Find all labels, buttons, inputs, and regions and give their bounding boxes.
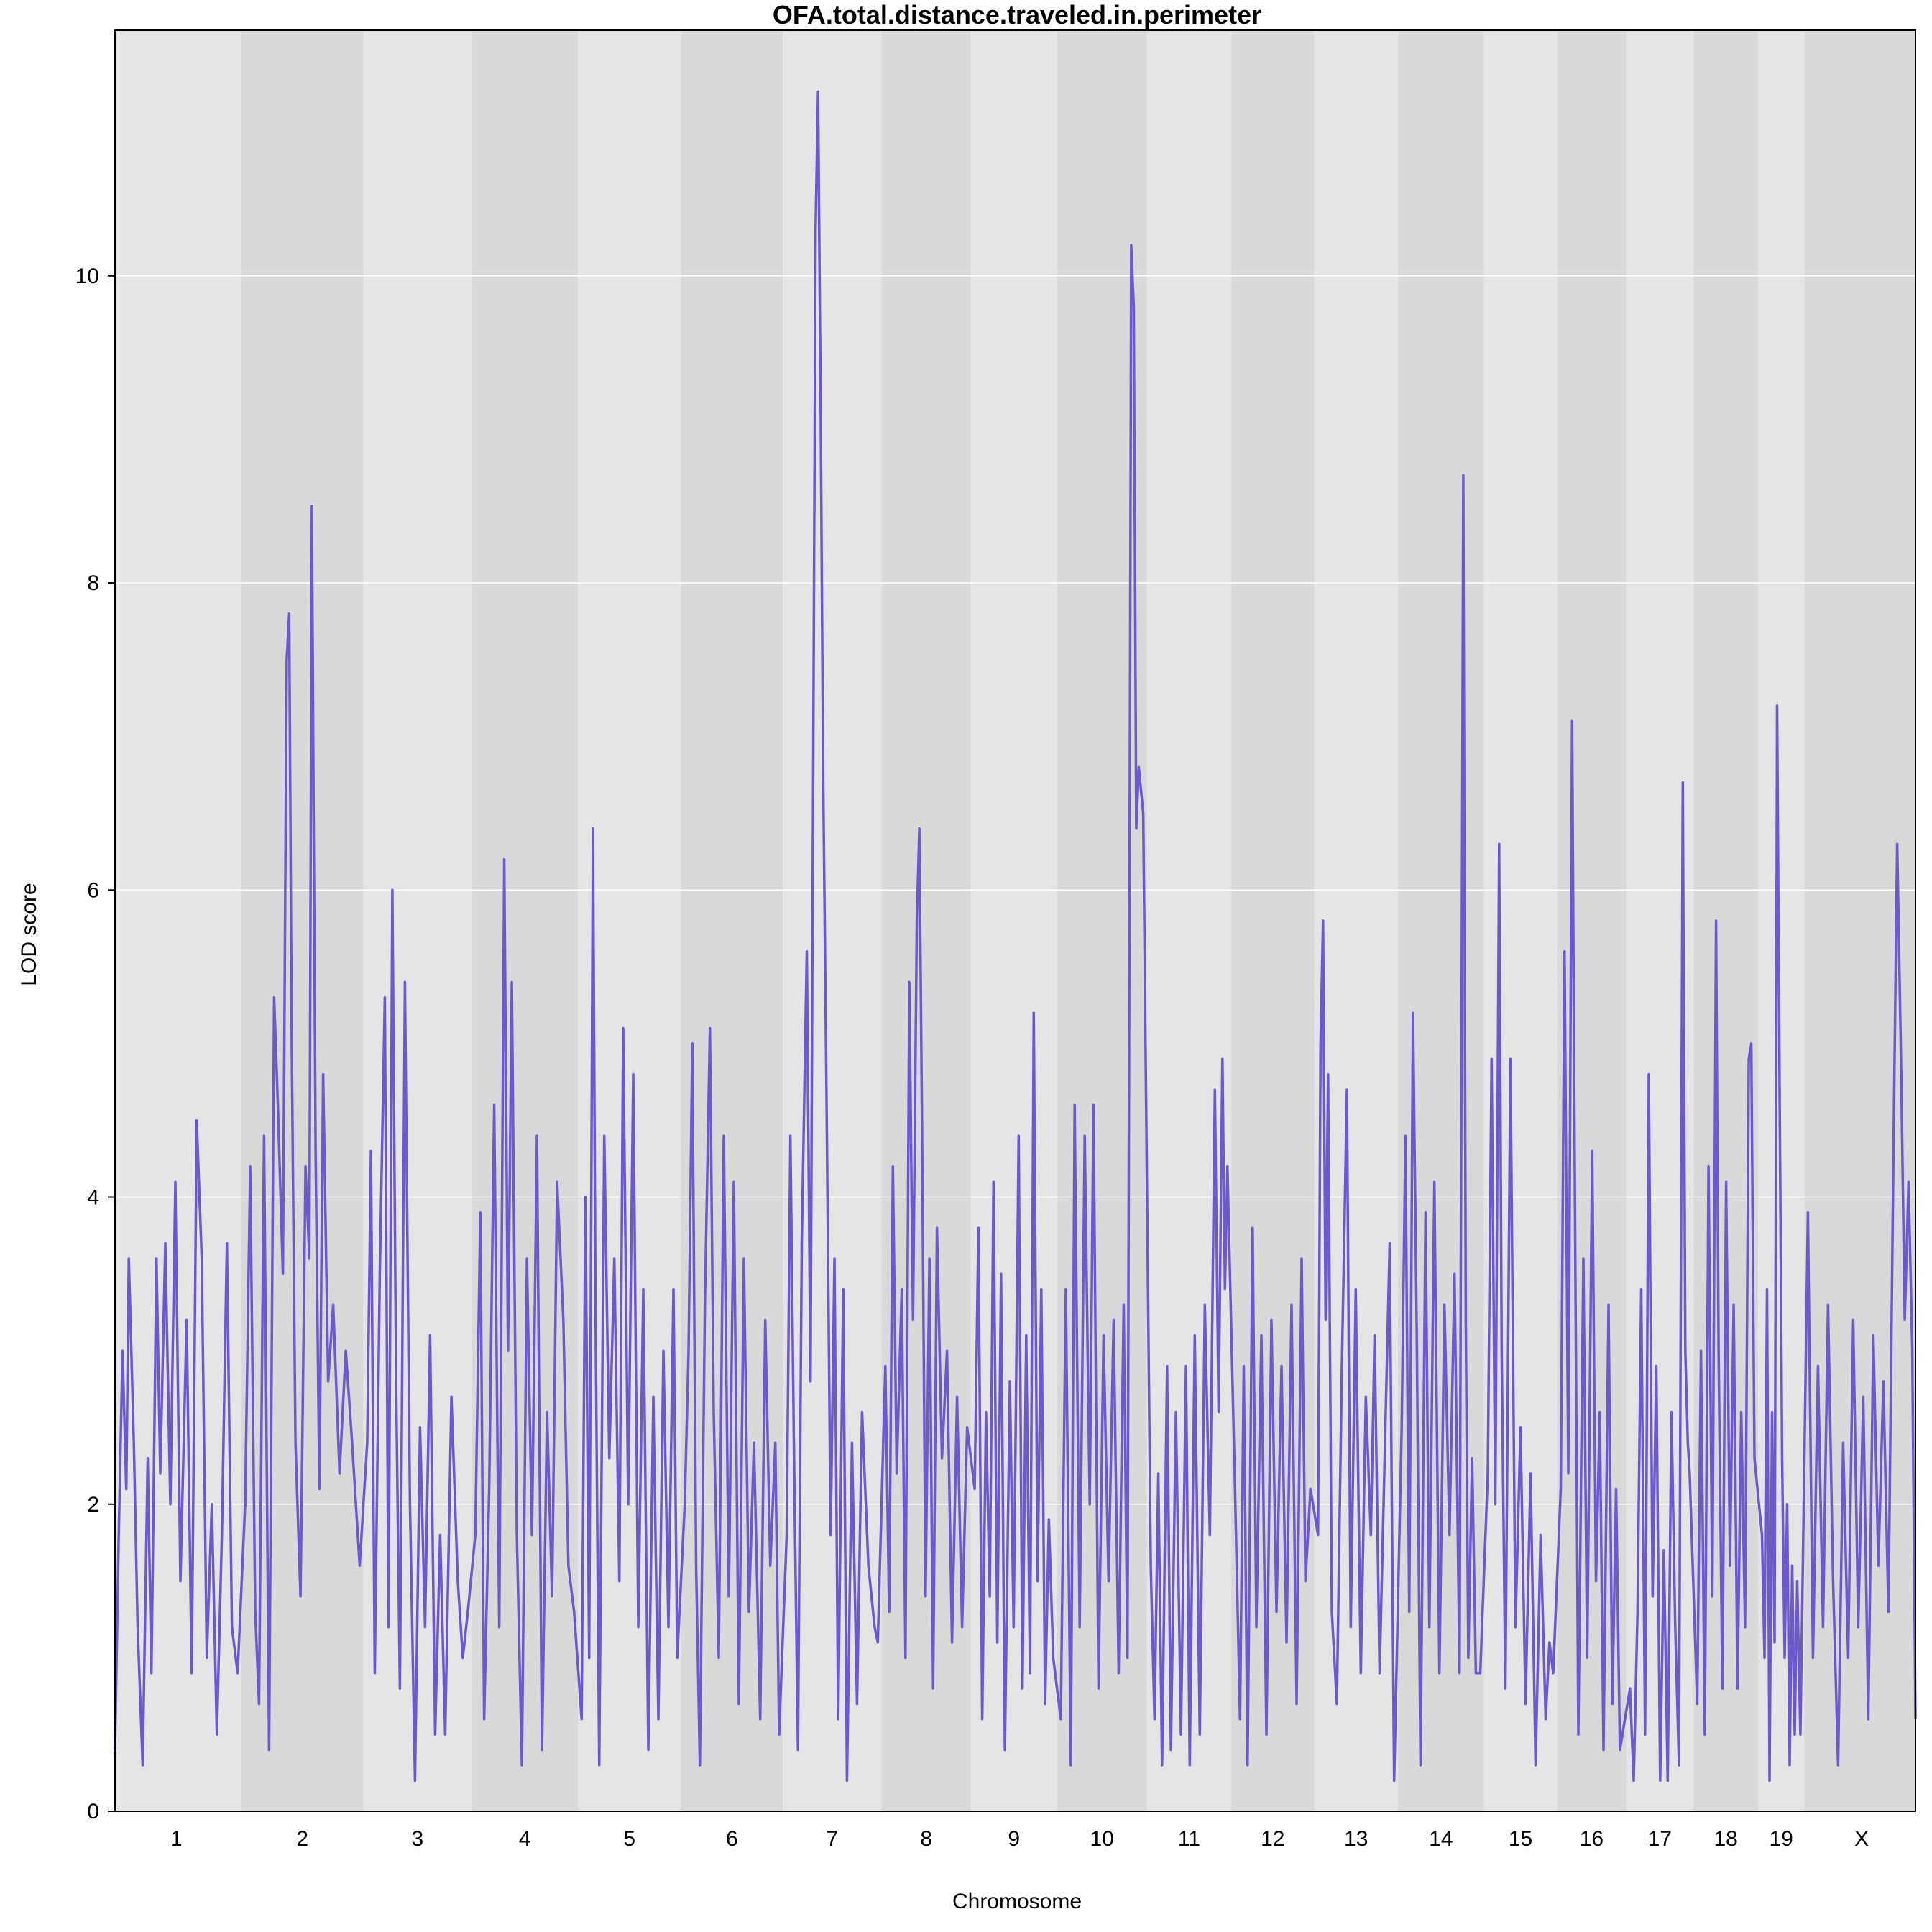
y-tick-label-4: 4 — [87, 1186, 99, 1210]
x-tick-label-chr-11: 11 — [1178, 1827, 1200, 1851]
x-tick-label-chr-4: 4 — [519, 1827, 531, 1851]
x-axis: 1 2 3 4 5 6 7 8 9 10 11 12 13 14 15 16 17 18 19 X — [170, 1827, 1869, 1851]
x-tick-label-chr-16: 16 — [1580, 1827, 1604, 1851]
band-chr-11 — [1146, 30, 1232, 1811]
x-tick-label-chr-15: 15 — [1509, 1827, 1532, 1851]
x-tick-label-chr-12: 12 — [1261, 1827, 1284, 1851]
y-tick-label-10: 10 — [75, 264, 99, 288]
x-tick-label-chr-14: 14 — [1429, 1827, 1453, 1851]
x-tick-label-chr-6: 6 — [726, 1827, 738, 1851]
y-tick-label-0: 0 — [87, 1800, 99, 1823]
x-tick-label-chr-19: 19 — [1770, 1827, 1793, 1851]
x-tick-label-chr-18: 18 — [1714, 1827, 1738, 1851]
y-tick-label-6: 6 — [87, 878, 99, 902]
x-tick-label-chr-X: X — [1854, 1827, 1869, 1851]
x-tick-label-chr-10: 10 — [1090, 1827, 1114, 1851]
y-axis-label: LOD score — [17, 883, 41, 985]
x-axis-label: Chromosome — [952, 1890, 1082, 1913]
x-tick-label-chr-2: 2 — [296, 1827, 308, 1851]
x-tick-label-chr-13: 13 — [1344, 1827, 1368, 1851]
x-tick-label-chr-7: 7 — [827, 1827, 839, 1851]
x-tick-label-chr-17: 17 — [1648, 1827, 1672, 1851]
y-tick-label-2: 2 — [87, 1493, 99, 1517]
lod-score-line — [114, 90, 1917, 1782]
band-chr-15 — [1484, 30, 1558, 1811]
band-chr-3 — [363, 30, 472, 1811]
x-tick-label-chr-5: 5 — [623, 1827, 635, 1851]
band-chr-6 — [681, 30, 783, 1811]
band-chr-18 — [1693, 30, 1759, 1811]
x-tick-label-chr-1: 1 — [170, 1827, 183, 1851]
plot-frame — [114, 29, 1916, 1812]
y-axis: 0 2 4 6 8 10 — [75, 264, 115, 1823]
band-chr-5 — [577, 30, 681, 1811]
band-chr-12 — [1231, 30, 1315, 1811]
x-tick-label-chr-8: 8 — [920, 1827, 932, 1851]
band-chr-13 — [1314, 30, 1398, 1811]
x-tick-label-chr-3: 3 — [412, 1827, 424, 1851]
x-tick-label-chr-9: 9 — [1008, 1827, 1020, 1851]
y-tick-label-8: 8 — [87, 571, 99, 595]
chart-title: OFA.total.distance.traveled.in.perimeter — [773, 0, 1261, 29]
